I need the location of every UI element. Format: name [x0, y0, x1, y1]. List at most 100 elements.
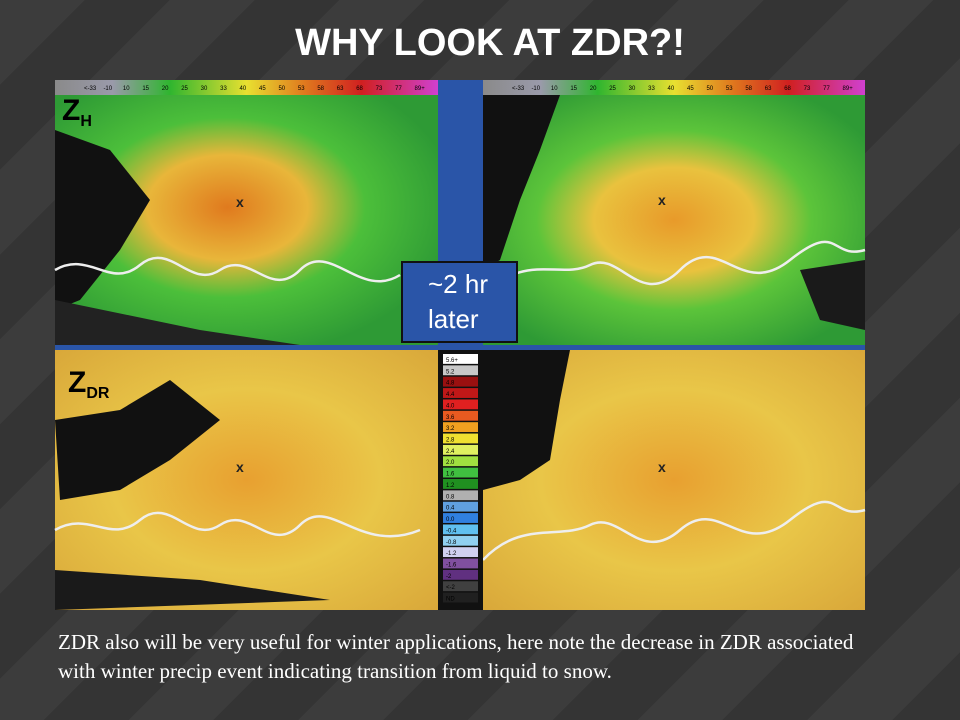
colorbar-label: 58: [745, 86, 752, 92]
colorbar-label: 89+: [415, 86, 426, 92]
colorbar-label: -0.4: [446, 528, 457, 534]
colorbar-label: 15: [142, 86, 149, 92]
echo-free: [55, 570, 330, 610]
location-marker: x: [236, 459, 244, 475]
colorbar-label: 3.6: [446, 415, 455, 421]
colorbar-swatch: [443, 581, 478, 592]
colorbar-label: 3.2: [446, 426, 455, 432]
river: [54, 511, 421, 538]
colorbar-swatch: [443, 365, 478, 376]
slide-title: WHY LOOK AT ZDR?!: [295, 22, 685, 64]
colorbar-label: 4.4: [446, 392, 455, 398]
colorbar-label: <-2: [446, 585, 456, 591]
colorbar-label: 53: [726, 86, 733, 92]
colorbar-label: -2: [446, 574, 452, 580]
colorbar-label: -10: [531, 86, 540, 92]
colorbar-label: 33: [220, 86, 227, 92]
colorbar-label: 50: [278, 86, 285, 92]
caption: ZDR also will be very useful for winter …: [58, 630, 854, 683]
colorbar-label: <-33: [512, 86, 525, 92]
annotation-text: later: [428, 304, 479, 334]
colorbar-label: 25: [181, 86, 188, 92]
location-marker: x: [236, 194, 244, 210]
colorbar-swatch: [443, 513, 478, 523]
colorbar-label: 68: [356, 86, 363, 92]
colorbar-label: -1.6: [446, 563, 457, 569]
zdr-label: ZDR: [68, 366, 110, 402]
colorbar-swatch: [443, 501, 478, 512]
colorbar-swatch: [443, 490, 478, 501]
colorbar-label: 2.8: [446, 438, 455, 444]
colorbar-label: 2.4: [446, 449, 455, 455]
colorbar-label: ND: [446, 597, 455, 603]
echo-free: [483, 350, 570, 490]
colorbar-labels: <-33 -10 10 15 20 25 30 33 40 45 50 53 58 63 68 73 77 89+…: [84, 86, 853, 603]
colorbar-label: <-33: [84, 86, 97, 92]
zh-colorbar: [55, 80, 438, 95]
colorbar-label: 10: [551, 86, 558, 92]
colorbar-swatch: [443, 535, 478, 546]
colorbar-label: 63: [765, 86, 772, 92]
colorbar-swatch: [443, 558, 478, 569]
colorbar-label: 25: [609, 86, 616, 92]
colorbar-label: 63: [337, 86, 344, 92]
zh-label: ZH: [62, 94, 92, 130]
zh-colorbar: [483, 80, 865, 95]
colorbar-label: 77: [823, 86, 830, 92]
colorbar-label: -1.2: [446, 551, 457, 557]
colorbar-label: -10: [103, 86, 112, 92]
colorbar-label: 5.6+: [446, 358, 458, 364]
colorbar-swatch: [443, 444, 478, 455]
colorbar-label: 45: [259, 86, 266, 92]
colorbar-label: 0.8: [446, 494, 455, 500]
colorbar-swatch: [443, 388, 478, 398]
colorbar-swatch: [443, 569, 478, 580]
colorbar-label: 45: [687, 86, 694, 92]
colorbar-swatch: [443, 479, 478, 489]
echo-free: [483, 95, 560, 270]
zh-after: [483, 95, 865, 345]
colorbar-swatch: [443, 376, 478, 387]
colorbar-label: 33: [648, 86, 655, 92]
colorbar-label: 15: [570, 86, 577, 92]
colorbar-label: 1.2: [446, 483, 455, 489]
colorbar-label: 4.8: [446, 381, 455, 387]
colorbar-swatch: [443, 467, 478, 478]
colorbar-swatch: [443, 433, 478, 444]
colorbar-label: 1.6: [446, 472, 455, 478]
colorbar-label: 40: [240, 86, 247, 92]
colorbar-label: 77: [395, 86, 402, 92]
echo-free: [55, 300, 300, 345]
colorbar-label: 20: [590, 86, 597, 92]
colorbar-label: 73: [376, 86, 383, 92]
colorbar-swatch: [443, 410, 478, 421]
colorbar-swatch: [443, 354, 478, 364]
colorbar-swatch: [443, 547, 478, 558]
colorbar-swatch: [443, 592, 478, 603]
colorbar-label: 40: [668, 86, 675, 92]
location-marker: x: [658, 459, 666, 475]
colorbar-label: 68: [784, 86, 791, 92]
colorbar-label: 89+: [843, 86, 854, 92]
colorbar-label: 0.0: [446, 517, 455, 523]
echo-free: [800, 260, 865, 330]
colorbar-label: 20: [162, 86, 169, 92]
river: [481, 240, 866, 301]
colorbar-label: 53: [298, 86, 305, 92]
colorbar-swatch: [443, 524, 478, 535]
colorbar-swatch: [443, 422, 478, 433]
annotation-box: [401, 261, 518, 343]
colorbar-label: 0.4: [446, 506, 455, 512]
colorbar-swatch: [443, 399, 478, 410]
annotation-text: ~2 hr: [428, 269, 488, 299]
echo-free: [55, 380, 220, 500]
colorbar-label: 30: [201, 86, 208, 92]
colorbar-label: 5.2: [446, 369, 455, 375]
colorbar-label: -0.8: [446, 540, 457, 546]
river: [482, 500, 866, 561]
colorbar-label: 58: [317, 86, 324, 92]
colorbar-label: 4.0: [446, 403, 455, 409]
river: [54, 256, 401, 283]
